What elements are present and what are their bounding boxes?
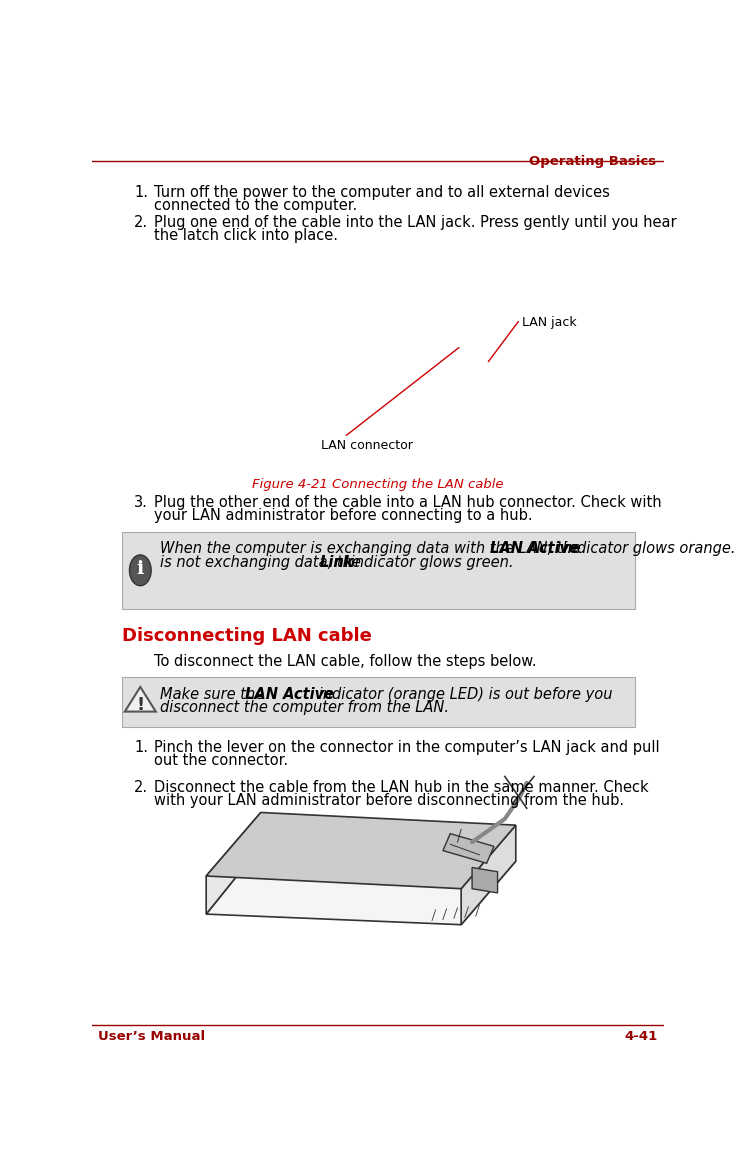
Text: indicator glows orange. When the computer is connected to a LAN hub but: indicator glows orange. When the compute… [559, 541, 738, 556]
Text: Operating Basics: Operating Basics [529, 155, 656, 168]
Polygon shape [206, 846, 516, 925]
Text: LAN Active: LAN Active [245, 687, 334, 702]
Text: User’s Manual: User’s Manual [98, 1030, 206, 1043]
Text: Disconnect the cable from the LAN hub in the same manner. Check: Disconnect the cable from the LAN hub in… [154, 779, 649, 795]
Polygon shape [206, 812, 261, 914]
Text: 1.: 1. [134, 740, 148, 755]
Text: Plug the other end of the cable into a LAN hub connector. Check with: Plug the other end of the cable into a L… [154, 495, 662, 510]
Text: i: i [137, 560, 144, 578]
Text: LAN connector: LAN connector [321, 440, 413, 452]
Text: out the connector.: out the connector. [154, 752, 289, 768]
Text: indicator (orange LED) is out before you: indicator (orange LED) is out before you [314, 687, 613, 702]
Text: Link: Link [320, 554, 354, 570]
FancyBboxPatch shape [122, 677, 635, 728]
Text: is not exchanging data, the: is not exchanging data, the [160, 554, 366, 570]
Text: Pinch the lever on the connector in the computer’s LAN jack and pull: Pinch the lever on the connector in the … [154, 740, 660, 755]
Text: !: ! [137, 696, 145, 715]
Text: with your LAN administrator before disconnecting from the hub.: with your LAN administrator before disco… [154, 792, 624, 808]
FancyBboxPatch shape [122, 532, 635, 608]
Text: 2.: 2. [134, 216, 148, 231]
Text: LAN Active: LAN Active [490, 541, 579, 556]
Polygon shape [125, 687, 156, 711]
Text: 3.: 3. [134, 495, 148, 510]
Text: connected to the computer.: connected to the computer. [154, 198, 357, 212]
Polygon shape [461, 825, 516, 925]
Text: When the computer is exchanging data with the LAN, the: When the computer is exchanging data wit… [160, 541, 586, 556]
Text: disconnect the computer from the LAN.: disconnect the computer from the LAN. [160, 701, 449, 715]
Polygon shape [472, 867, 497, 893]
Text: 4-41: 4-41 [625, 1030, 658, 1043]
Text: To disconnect the LAN cable, follow the steps below.: To disconnect the LAN cable, follow the … [154, 654, 537, 669]
Text: Plug one end of the cable into the LAN jack. Press gently until you hear: Plug one end of the cable into the LAN j… [154, 216, 677, 231]
Ellipse shape [129, 554, 151, 586]
Text: 1.: 1. [134, 184, 148, 199]
Text: indicator glows green.: indicator glows green. [346, 554, 514, 570]
Text: Disconnecting LAN cable: Disconnecting LAN cable [122, 627, 371, 646]
Text: Make sure the: Make sure the [160, 687, 269, 702]
Polygon shape [206, 812, 516, 888]
Text: your LAN administrator before connecting to a hub.: your LAN administrator before connecting… [154, 507, 533, 523]
Text: Turn off the power to the computer and to all external devices: Turn off the power to the computer and t… [154, 184, 610, 199]
Text: the latch click into place.: the latch click into place. [154, 229, 338, 244]
Text: Figure 4-21 Connecting the LAN cable: Figure 4-21 Connecting the LAN cable [252, 478, 504, 491]
Text: 2.: 2. [134, 779, 148, 795]
Polygon shape [443, 833, 494, 864]
Text: LAN jack: LAN jack [523, 316, 577, 329]
